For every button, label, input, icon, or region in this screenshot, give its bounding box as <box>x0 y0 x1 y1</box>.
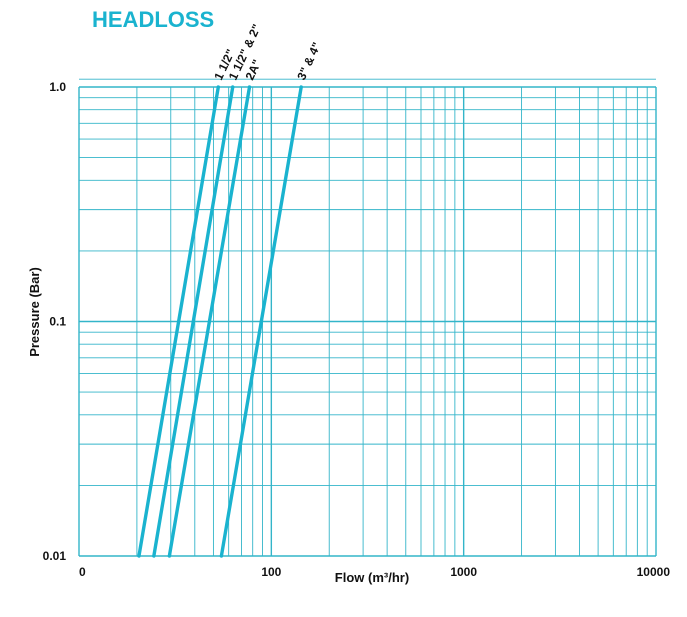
x-tick-label: 1000 <box>450 565 477 579</box>
series-labels: 1 1/2"1 1/2" & 2"2A" 3" & 4" <box>211 22 324 82</box>
x-tick-label: 100 <box>261 565 281 579</box>
series-line-0 <box>137 85 221 558</box>
y-tick-label: 0.1 <box>49 315 66 329</box>
x-tick-label: 0 <box>79 565 86 579</box>
series-line-1 <box>152 85 235 558</box>
x-axis-label: Flow (m³/hr) <box>335 570 409 585</box>
tick-labels: 0 100 1000 10000 0.01 0.1 1.0 <box>43 80 671 579</box>
chart-title: HEADLOSS <box>92 7 214 32</box>
x-tick-label: 10000 <box>637 565 671 579</box>
series-lines <box>137 85 303 558</box>
y-tick-label: 0.01 <box>43 549 67 563</box>
series-label-3: 3" & 4" <box>294 40 324 82</box>
series-line-2 <box>167 85 252 558</box>
y-tick-label: 1.0 <box>49 80 66 94</box>
series-line-3 <box>219 85 303 558</box>
y-axis-label: Pressure (Bar) <box>27 267 42 357</box>
grid <box>78 78 657 557</box>
